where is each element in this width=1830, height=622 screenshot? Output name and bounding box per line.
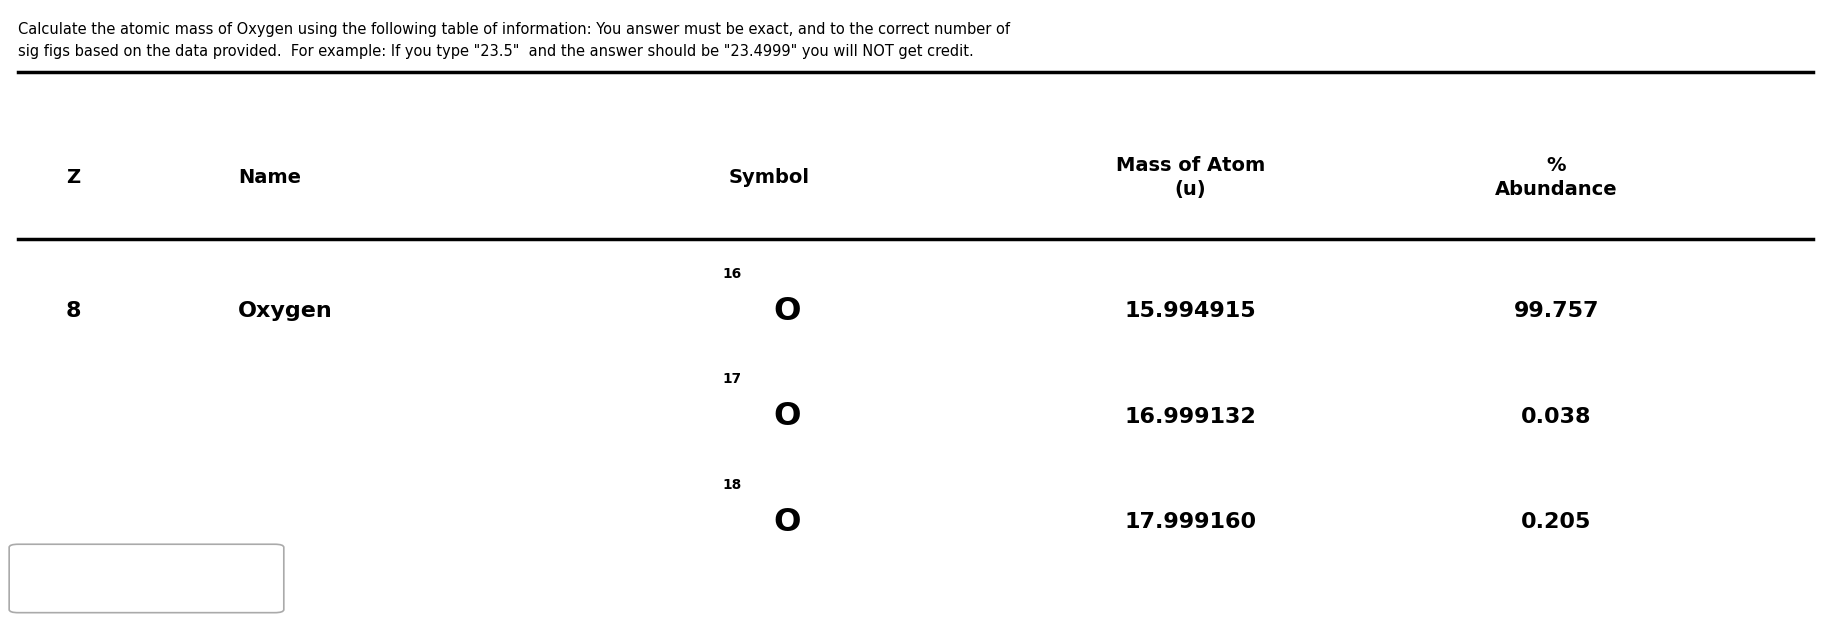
Text: %
Abundance: % Abundance	[1495, 156, 1616, 198]
Text: 16.999132: 16.999132	[1124, 407, 1255, 427]
Text: Mass of Atom
(u): Mass of Atom (u)	[1114, 156, 1265, 198]
Text: 17: 17	[723, 373, 741, 386]
Text: 8: 8	[66, 301, 81, 321]
Text: O: O	[772, 507, 802, 538]
Text: Z: Z	[66, 168, 81, 187]
Text: 17.999160: 17.999160	[1124, 513, 1255, 532]
Text: O: O	[772, 401, 802, 432]
Text: 0.205: 0.205	[1521, 513, 1590, 532]
Text: 18: 18	[721, 478, 741, 492]
Text: 16: 16	[721, 267, 741, 281]
Text: 0.038: 0.038	[1521, 407, 1590, 427]
Text: Calculate the atomic mass of Oxygen using the following table of information: Yo: Calculate the atomic mass of Oxygen usin…	[18, 22, 1010, 59]
Text: O: O	[772, 295, 802, 327]
FancyBboxPatch shape	[9, 544, 284, 613]
Text: Name: Name	[238, 168, 300, 187]
Text: Oxygen: Oxygen	[238, 301, 333, 321]
Text: Symbol: Symbol	[728, 168, 809, 187]
Text: 15.994915: 15.994915	[1124, 301, 1255, 321]
Text: 99.757: 99.757	[1513, 301, 1598, 321]
